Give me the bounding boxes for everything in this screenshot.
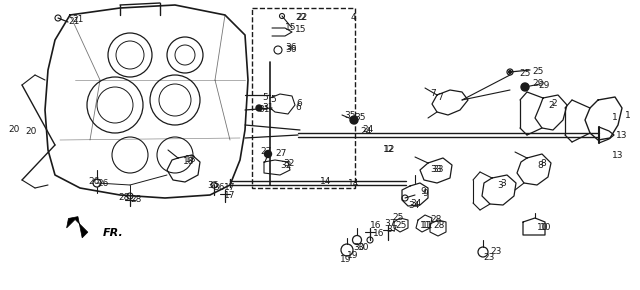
Text: 19: 19 bbox=[340, 255, 351, 264]
Circle shape bbox=[264, 151, 271, 157]
Text: FR.: FR. bbox=[103, 228, 124, 238]
Bar bbox=[252, 8, 355, 188]
Text: 34: 34 bbox=[408, 200, 419, 209]
Text: 33: 33 bbox=[430, 166, 442, 175]
Text: 24: 24 bbox=[360, 126, 371, 135]
Text: 35: 35 bbox=[344, 111, 355, 121]
Circle shape bbox=[256, 105, 262, 111]
Text: 15: 15 bbox=[295, 26, 307, 35]
Text: 19: 19 bbox=[347, 251, 358, 260]
Text: 25: 25 bbox=[532, 66, 543, 75]
Text: 21: 21 bbox=[68, 17, 79, 26]
Text: 1: 1 bbox=[612, 113, 618, 122]
Text: 13: 13 bbox=[612, 151, 623, 160]
Text: 2: 2 bbox=[551, 99, 557, 108]
Text: 16: 16 bbox=[370, 220, 381, 229]
Text: 8: 8 bbox=[540, 159, 546, 168]
Text: 25: 25 bbox=[519, 68, 531, 77]
Text: 31: 31 bbox=[262, 104, 273, 113]
Text: 18: 18 bbox=[185, 155, 196, 164]
Text: 21: 21 bbox=[72, 15, 83, 24]
Text: 20: 20 bbox=[8, 126, 19, 135]
Text: 5: 5 bbox=[262, 93, 268, 102]
Text: 9: 9 bbox=[420, 188, 426, 197]
Circle shape bbox=[509, 70, 511, 73]
Text: 11: 11 bbox=[422, 220, 433, 229]
Text: 10: 10 bbox=[540, 222, 552, 231]
Text: 37: 37 bbox=[386, 226, 397, 235]
Text: 22: 22 bbox=[296, 14, 307, 23]
Text: 12: 12 bbox=[384, 146, 396, 155]
Text: 10: 10 bbox=[537, 224, 548, 233]
Text: 4: 4 bbox=[351, 14, 356, 23]
Text: 17: 17 bbox=[224, 191, 236, 200]
Text: 16: 16 bbox=[373, 229, 385, 238]
Text: 8: 8 bbox=[537, 160, 543, 169]
Text: 17: 17 bbox=[224, 184, 236, 193]
Text: 14: 14 bbox=[348, 179, 360, 188]
Text: 15: 15 bbox=[285, 23, 296, 32]
Text: 28: 28 bbox=[430, 215, 442, 224]
Text: 32: 32 bbox=[280, 162, 291, 171]
Text: 7: 7 bbox=[437, 93, 443, 102]
Text: 36: 36 bbox=[207, 182, 218, 191]
Text: 26: 26 bbox=[88, 177, 99, 186]
Text: 11: 11 bbox=[420, 222, 431, 231]
Text: 28: 28 bbox=[433, 222, 444, 231]
Text: 25: 25 bbox=[392, 213, 403, 222]
Text: 36: 36 bbox=[285, 44, 296, 52]
Text: 34: 34 bbox=[410, 200, 421, 209]
Text: 1: 1 bbox=[625, 110, 631, 119]
Text: 3: 3 bbox=[500, 180, 506, 188]
Text: 23: 23 bbox=[483, 253, 494, 262]
Text: 6: 6 bbox=[296, 99, 301, 108]
Text: 27: 27 bbox=[260, 148, 271, 157]
Text: 28: 28 bbox=[118, 193, 129, 202]
Text: 7: 7 bbox=[430, 88, 436, 97]
Text: 36: 36 bbox=[285, 44, 296, 53]
Text: 30: 30 bbox=[357, 244, 369, 253]
Text: 31: 31 bbox=[258, 106, 269, 115]
Text: 5: 5 bbox=[270, 95, 276, 104]
Text: 27: 27 bbox=[275, 148, 286, 157]
Text: 2: 2 bbox=[548, 101, 554, 110]
Text: 32: 32 bbox=[283, 159, 294, 168]
Text: 25: 25 bbox=[395, 220, 406, 229]
Text: 13: 13 bbox=[616, 130, 627, 139]
Text: 29: 29 bbox=[532, 79, 543, 88]
Text: 20: 20 bbox=[25, 128, 36, 137]
Text: 28: 28 bbox=[130, 195, 141, 204]
Text: 23: 23 bbox=[490, 247, 501, 256]
Text: 18: 18 bbox=[183, 157, 195, 166]
Text: 35: 35 bbox=[354, 113, 365, 122]
Text: 9: 9 bbox=[422, 188, 428, 197]
Text: 26: 26 bbox=[97, 179, 108, 188]
Circle shape bbox=[521, 83, 529, 91]
Text: 6: 6 bbox=[295, 104, 301, 113]
Text: 12: 12 bbox=[383, 146, 394, 155]
Circle shape bbox=[350, 116, 358, 124]
Text: 30: 30 bbox=[353, 244, 365, 253]
Text: 24: 24 bbox=[362, 126, 373, 135]
Text: 29: 29 bbox=[538, 81, 549, 90]
Text: 3: 3 bbox=[497, 180, 503, 189]
Text: 22: 22 bbox=[295, 12, 307, 21]
Text: 33: 33 bbox=[432, 166, 444, 175]
Text: 36: 36 bbox=[213, 184, 225, 193]
Polygon shape bbox=[67, 217, 88, 238]
Text: 14: 14 bbox=[320, 177, 332, 186]
Text: 37: 37 bbox=[384, 220, 396, 229]
